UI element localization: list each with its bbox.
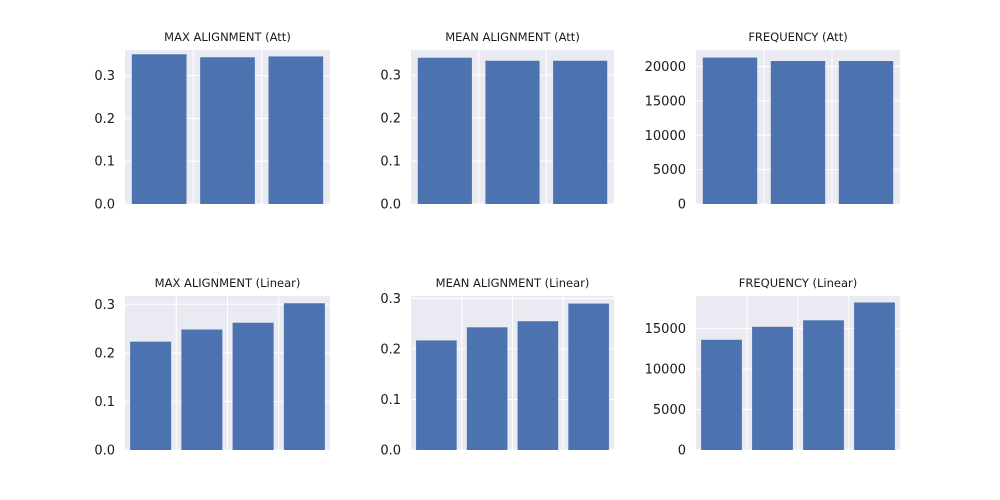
bar-3 xyxy=(517,321,559,450)
y-tick-label: 0.1 xyxy=(380,393,401,408)
y-tick-label: 0.3 xyxy=(380,68,401,83)
y-tick-label: 0.0 xyxy=(94,444,115,459)
bar-4 xyxy=(854,302,895,450)
chart-panel-2: 0.0 0.1 0.2 0.3 MEAN ALIGNMENT (Att) xyxy=(380,30,614,213)
y-tick-label: 20000 xyxy=(645,60,686,75)
y-tick-label: 0 xyxy=(678,444,686,459)
bar-2 xyxy=(466,327,508,450)
y-tick-label: 15000 xyxy=(645,94,686,109)
y-tick-label: 0.0 xyxy=(94,198,115,213)
bar-4 xyxy=(568,303,609,450)
bar-3 xyxy=(232,322,274,450)
bar-3 xyxy=(803,320,844,450)
y-tick-label: 0.3 xyxy=(94,69,115,84)
bar-3 xyxy=(838,61,894,204)
bar-2 xyxy=(181,329,223,450)
chart-panel-4: 0.0 0.1 0.2 0.3 MAX ALIGNMENT (Linear) xyxy=(94,276,330,459)
y-tick-label: 0.0 xyxy=(380,198,401,213)
bar-4 xyxy=(283,303,325,450)
y-tick-label: 0.2 xyxy=(94,112,115,127)
bar-1 xyxy=(416,340,457,450)
y-tick-label: 5000 xyxy=(653,163,686,178)
y-tick-label: 15000 xyxy=(645,322,686,337)
chart-panel-6: 0 5000 10000 15000 FREQUENCY (Linear) xyxy=(645,276,900,459)
y-tick-label: 0.2 xyxy=(380,343,401,358)
bar-2 xyxy=(485,60,540,205)
chart-title: MAX ALIGNMENT (Att) xyxy=(164,30,291,44)
y-tick-label: 0.3 xyxy=(94,298,115,313)
y-tick-label: 0.2 xyxy=(380,111,401,126)
bar-2 xyxy=(752,326,793,450)
chart-title: FREQUENCY (Linear) xyxy=(739,276,857,290)
chart-title: FREQUENCY (Att) xyxy=(748,30,847,44)
y-tick-label: 0.1 xyxy=(94,155,115,170)
y-tick-label: 0.1 xyxy=(94,395,115,410)
chart-title: MAX ALIGNMENT (Linear) xyxy=(155,276,301,290)
y-tick-label: 10000 xyxy=(645,129,686,144)
y-tick-label: 0.0 xyxy=(380,444,401,459)
chart-title: MEAN ALIGNMENT (Linear) xyxy=(436,276,590,290)
chart-panel-1: 0.0 0.1 0.2 0.3 MAX ALIGNMENT (Att) xyxy=(94,30,330,213)
chart-title: MEAN ALIGNMENT (Att) xyxy=(445,30,580,44)
bar-2 xyxy=(200,57,255,205)
bar-1 xyxy=(417,57,472,205)
bar-1 xyxy=(131,54,187,205)
y-tick-label: 0.1 xyxy=(380,154,401,169)
bar-1 xyxy=(702,57,758,204)
bar-2 xyxy=(770,61,826,204)
bar-1 xyxy=(130,341,172,450)
chart-panel-3: 0 5000 10000 15000 20000 FREQUENCY (Att) xyxy=(645,30,900,213)
chart-panel-5: 0.0 0.1 0.2 0.3 MEAN ALIGNMENT (Linear) xyxy=(380,276,614,459)
bar-1 xyxy=(701,339,742,450)
bar-3 xyxy=(553,60,608,205)
y-tick-label: 0.3 xyxy=(380,292,401,307)
y-tick-label: 5000 xyxy=(653,403,686,418)
y-tick-label: 10000 xyxy=(645,362,686,377)
bar-3 xyxy=(268,56,324,204)
y-tick-label: 0 xyxy=(678,198,686,213)
y-tick-label: 0.2 xyxy=(94,346,115,361)
